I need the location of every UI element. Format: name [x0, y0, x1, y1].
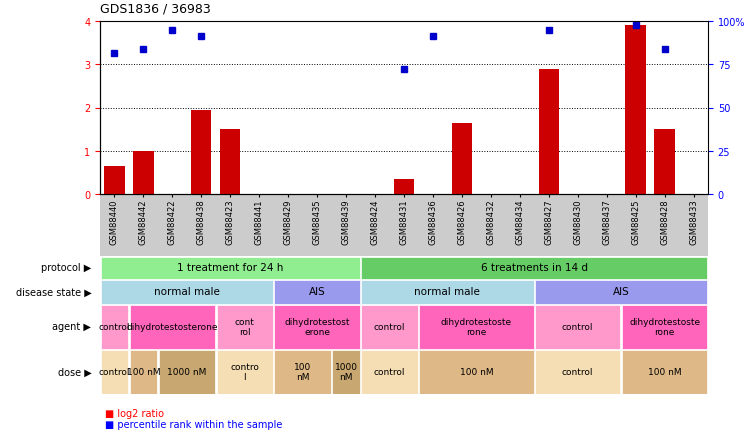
Bar: [191, 110, 212, 194]
Text: cont
rol: cont rol: [235, 317, 255, 336]
Text: 6 treatments in 14 d: 6 treatments in 14 d: [481, 263, 588, 273]
Text: dihydrotestoste
rone: dihydrotestoste rone: [441, 317, 512, 336]
Bar: [332, 350, 360, 394]
Bar: [535, 350, 620, 394]
Bar: [216, 305, 273, 349]
Text: protocol ▶: protocol ▶: [41, 263, 91, 273]
Bar: [539, 69, 559, 194]
Bar: [220, 130, 240, 194]
Text: control: control: [562, 367, 593, 376]
Bar: [101, 280, 273, 304]
Text: disease state ▶: disease state ▶: [16, 287, 91, 297]
Bar: [159, 350, 215, 394]
Text: contro
l: contro l: [230, 362, 260, 381]
Bar: [275, 305, 360, 349]
Text: 100 nM: 100 nM: [648, 367, 681, 376]
Text: 100 nM: 100 nM: [459, 367, 493, 376]
Text: control: control: [562, 322, 593, 331]
Text: 100 nM: 100 nM: [126, 367, 160, 376]
Bar: [622, 305, 708, 349]
Text: control: control: [99, 322, 130, 331]
Text: 100
nM: 100 nM: [294, 362, 311, 381]
Bar: [419, 305, 533, 349]
Bar: [216, 350, 273, 394]
Bar: [101, 350, 128, 394]
Bar: [101, 257, 360, 279]
Bar: [654, 130, 675, 194]
Text: normal male: normal male: [154, 287, 220, 297]
Bar: [361, 305, 417, 349]
Text: dihydrotestoste
rone: dihydrotestoste rone: [629, 317, 700, 336]
Text: control: control: [374, 367, 405, 376]
Text: 1000
nM: 1000 nM: [334, 362, 358, 381]
Bar: [133, 151, 153, 194]
Text: AIS: AIS: [613, 287, 630, 297]
Bar: [535, 305, 620, 349]
Bar: [104, 167, 125, 194]
Bar: [101, 305, 128, 349]
Bar: [129, 350, 157, 394]
Bar: [361, 280, 533, 304]
Text: AIS: AIS: [309, 287, 325, 297]
Bar: [535, 280, 708, 304]
Text: dihydrotestosterone: dihydrotestosterone: [126, 322, 218, 331]
Text: dihydrotestost
erone: dihydrotestost erone: [284, 317, 350, 336]
Text: GDS1836 / 36983: GDS1836 / 36983: [100, 3, 211, 16]
Text: 1 treatment for 24 h: 1 treatment for 24 h: [177, 263, 283, 273]
Bar: [361, 350, 417, 394]
Text: agent ▶: agent ▶: [52, 322, 91, 332]
Bar: [129, 305, 215, 349]
Text: dose ▶: dose ▶: [58, 367, 91, 377]
Text: ■ percentile rank within the sample: ■ percentile rank within the sample: [105, 419, 283, 429]
Bar: [275, 280, 360, 304]
Text: control: control: [99, 367, 130, 376]
Text: ■ log2 ratio: ■ log2 ratio: [105, 408, 164, 418]
Bar: [394, 179, 414, 194]
Bar: [625, 26, 646, 194]
Bar: [275, 350, 331, 394]
Text: 1000 nM: 1000 nM: [167, 367, 206, 376]
Bar: [622, 350, 708, 394]
Text: normal male: normal male: [414, 287, 480, 297]
Text: control: control: [374, 322, 405, 331]
Bar: [361, 257, 708, 279]
Bar: [419, 350, 533, 394]
Bar: [452, 123, 472, 194]
